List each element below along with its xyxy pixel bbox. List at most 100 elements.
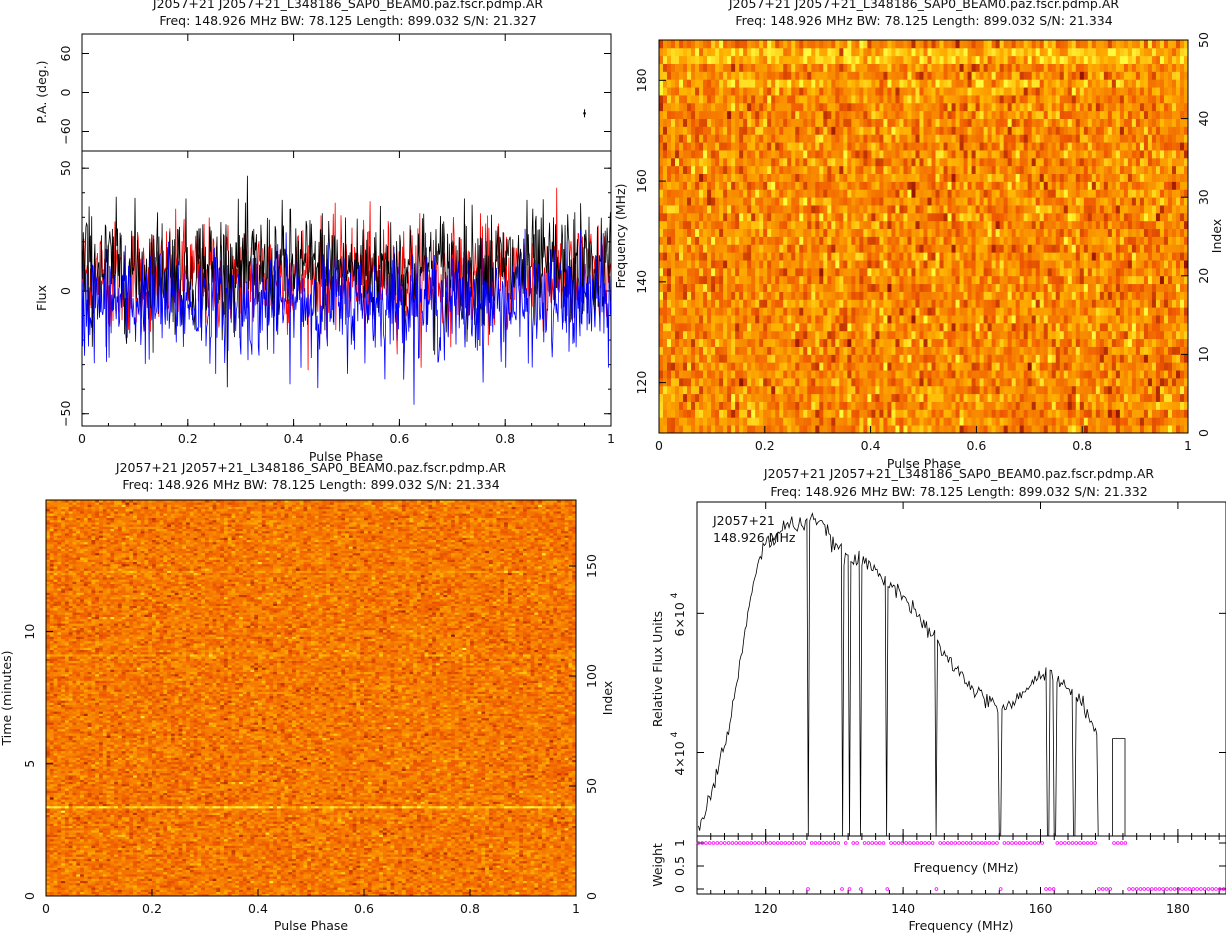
- p2-cell: [1083, 165, 1089, 175]
- p2-cell: [863, 142, 868, 151]
- p2-cell: [883, 173, 888, 182]
- p2-cell: [943, 385, 948, 395]
- p2-cell: [759, 315, 764, 324]
- p2-cell: [1127, 165, 1133, 175]
- p2-cell: [735, 354, 740, 363]
- p2-cell: [771, 228, 776, 237]
- p2-cell: [991, 291, 997, 300]
- p2-cell: [1047, 307, 1053, 316]
- p2-cell: [731, 244, 736, 253]
- p2-cell: [963, 338, 968, 347]
- p2-cell: [791, 338, 796, 347]
- p2-cell: [935, 346, 940, 355]
- p2-cell: [1167, 307, 1173, 316]
- p2-cell: [935, 275, 940, 285]
- p2-cell: [1163, 173, 1169, 182]
- p2-cell: [1123, 401, 1129, 410]
- p2-cell: [767, 291, 772, 300]
- p2-cell: [711, 267, 716, 277]
- p2-cell: [843, 173, 848, 182]
- p2-cell: [1139, 346, 1145, 355]
- p2-cell: [883, 401, 888, 410]
- p2-cell: [1099, 417, 1105, 426]
- p2-cell: [787, 220, 792, 230]
- p2-cell: [799, 157, 804, 167]
- p2-cell: [971, 267, 976, 277]
- p2-cell: [727, 189, 732, 198]
- p2-cell: [1063, 205, 1069, 214]
- p2-cell: [943, 401, 948, 410]
- p2-cell: [1163, 385, 1169, 395]
- p2-cell: [1131, 260, 1137, 269]
- p2-cell: [919, 354, 924, 363]
- p2-cell: [703, 134, 708, 143]
- p2-cell: [1119, 307, 1125, 316]
- p2-cell: [1183, 338, 1189, 347]
- p2-cell: [799, 275, 804, 285]
- p2-cell: [1031, 299, 1037, 308]
- p2-cell: [1063, 425, 1069, 434]
- p2-cell: [1015, 228, 1021, 237]
- p2-cell: [671, 401, 676, 410]
- p2-cell: [707, 244, 712, 253]
- p2-cell: [999, 212, 1005, 222]
- p2-cell: [743, 205, 748, 214]
- p2-cell: [1063, 330, 1069, 340]
- p2-cell: [1107, 370, 1113, 379]
- p2-cell: [1119, 267, 1125, 277]
- p2-cell: [679, 228, 684, 237]
- p2-cell: [679, 299, 684, 308]
- p2-cell: [667, 260, 672, 269]
- p2-cell: [867, 338, 872, 347]
- p2-cell: [1075, 346, 1081, 355]
- p2-cell: [883, 205, 888, 214]
- p2-cell: [1075, 173, 1081, 182]
- p2-cell: [883, 385, 888, 395]
- p2-cell: [811, 425, 816, 434]
- p2-cell: [1147, 283, 1153, 292]
- p2-cell: [675, 330, 680, 340]
- p2-cell: [967, 377, 972, 387]
- p2-cell: [919, 377, 924, 387]
- p2-cell: [1127, 322, 1133, 332]
- p2-cell: [831, 385, 836, 395]
- p2-cell: [1175, 322, 1181, 332]
- p2-cell: [971, 354, 976, 363]
- p2-cell: [1151, 244, 1157, 253]
- p2-cell: [1095, 377, 1101, 387]
- p2-cell: [731, 346, 736, 355]
- p2-cell: [1071, 401, 1077, 410]
- p2-cell: [1035, 181, 1041, 190]
- p2-cell: [755, 165, 760, 175]
- p2-cell: [1155, 354, 1161, 363]
- p2-cell: [923, 370, 928, 379]
- p2-cell: [1059, 142, 1065, 151]
- p2-cell: [735, 252, 740, 261]
- p2-cell: [983, 197, 989, 206]
- p2-cell: [959, 354, 964, 363]
- p2-cell: [967, 299, 972, 308]
- p2-cell: [911, 362, 916, 371]
- p2-cell: [1087, 338, 1093, 347]
- p2-cell: [819, 307, 824, 316]
- p2-cell: [947, 417, 952, 426]
- p2-cell: [1079, 252, 1085, 261]
- p2-cell: [1015, 197, 1021, 206]
- p2-cell: [1099, 362, 1105, 371]
- p2-cell: [767, 330, 772, 340]
- p2-cell: [959, 205, 964, 214]
- p2-cell: [907, 299, 912, 308]
- p2-cell: [839, 205, 844, 214]
- p2-cell: [995, 425, 1001, 434]
- p2-cell: [855, 157, 860, 167]
- p2-cell: [1179, 417, 1185, 426]
- p2-cell: [1075, 330, 1081, 340]
- p2-cell: [1151, 417, 1157, 426]
- p2-cell: [847, 425, 852, 434]
- p2-cell: [855, 417, 860, 426]
- p2-cell: [675, 362, 680, 371]
- p2-cell: [915, 150, 920, 159]
- p2-cell: [1087, 299, 1093, 308]
- p2-cell: [735, 173, 740, 182]
- p2-cell: [687, 315, 692, 324]
